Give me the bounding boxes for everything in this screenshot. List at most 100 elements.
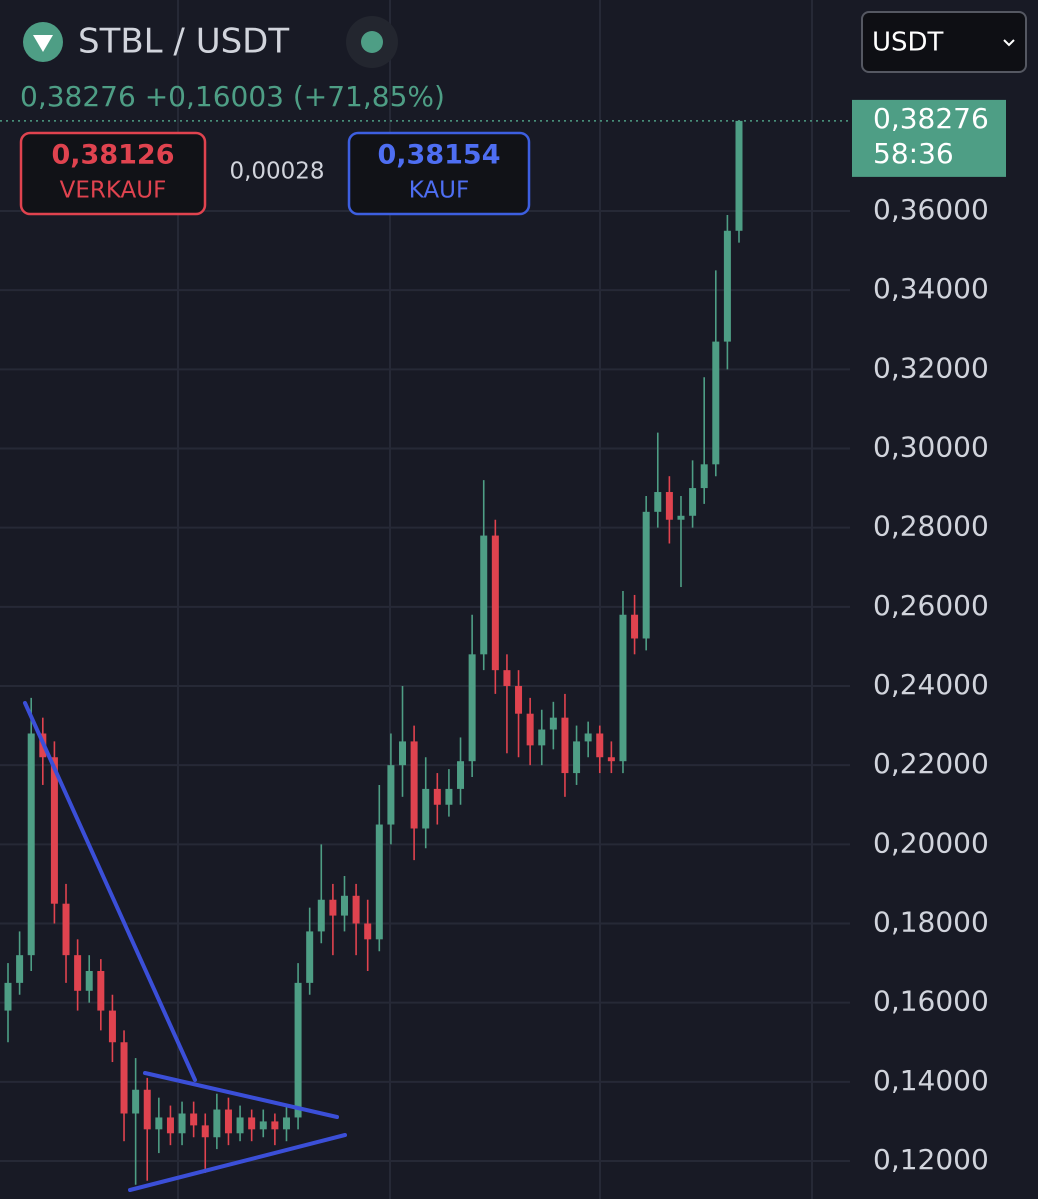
candle-body <box>120 1042 128 1114</box>
y-tick-label: 0,34000 <box>873 272 989 305</box>
last-price-tag <box>852 99 1006 177</box>
candle-body <box>700 464 708 489</box>
candle-body <box>607 757 615 762</box>
candle-body <box>97 970 105 1011</box>
trendline <box>143 1071 339 1119</box>
candle-body <box>201 1125 209 1138</box>
trendline <box>23 701 197 1082</box>
candle-body <box>387 765 395 825</box>
candle-body <box>50 757 58 904</box>
pair-title: STBL / USDT <box>78 22 289 62</box>
last-price: 0,38276 <box>20 80 136 113</box>
candle-body <box>224 1109 232 1134</box>
candle-body <box>654 492 662 512</box>
candle-body <box>457 761 465 789</box>
y-tick-label: 0,14000 <box>873 1064 989 1097</box>
candle-body <box>213 1109 221 1138</box>
y-tick-label: 0,32000 <box>873 351 989 384</box>
buy-price: 0,38154 <box>378 140 501 171</box>
candle-body <box>166 1117 174 1134</box>
chevron <box>1003 39 1015 47</box>
y-tick-label: 0,36000 <box>873 193 989 226</box>
candle-body <box>410 741 418 829</box>
candle-body <box>422 788 430 829</box>
candle-body <box>503 670 511 686</box>
candle-body <box>329 899 337 916</box>
candle-body <box>190 1113 198 1126</box>
candle-body <box>259 1121 267 1130</box>
candle-body <box>85 970 93 991</box>
candle-body <box>364 923 372 940</box>
candle-body <box>108 1010 116 1043</box>
candle-body <box>16 955 24 983</box>
change: +0,16003 <box>145 80 284 113</box>
y-tick-label: 0,26000 <box>873 589 989 622</box>
candle-body <box>74 955 82 991</box>
candle-body <box>642 511 650 639</box>
candle-body <box>282 1117 290 1130</box>
candle-body <box>735 120 743 231</box>
candle-body <box>294 982 302 1118</box>
last-price-tag-value: 0,38276 <box>873 102 989 135</box>
countdown: 58:36 <box>873 137 954 170</box>
candle-body <box>317 899 325 932</box>
candle-body <box>375 824 383 940</box>
candle-body <box>631 614 639 639</box>
currency-dropdown[interactable] <box>861 11 1027 73</box>
candle-body <box>689 488 697 516</box>
y-tick-label: 0,20000 <box>873 826 989 859</box>
candle-body <box>27 733 35 956</box>
y-tick-label: 0,24000 <box>873 668 989 701</box>
candle-body <box>723 230 731 342</box>
candle-body <box>712 341 720 465</box>
candle-body <box>526 713 534 746</box>
price-line: 0,38276 +0,16003 (+71,85%) <box>20 80 445 113</box>
y-tick-label: 0,30000 <box>873 430 989 463</box>
candle-body <box>306 931 314 983</box>
y-tick-label: 0,28000 <box>873 510 989 543</box>
candle-body <box>491 535 499 671</box>
candle-body <box>340 895 348 916</box>
candle-body <box>549 717 557 730</box>
candle-body <box>236 1117 244 1134</box>
y-tick-label: 0,12000 <box>873 1143 989 1176</box>
sell-label: VERKAUF <box>60 178 167 204</box>
status-dot <box>361 31 383 53</box>
candle-body <box>62 903 70 956</box>
sell-price: 0,38126 <box>52 140 175 171</box>
candle-body <box>538 729 546 746</box>
candle-body <box>271 1121 279 1130</box>
candle-body <box>515 685 523 714</box>
candle-body <box>4 982 12 1011</box>
candle-body <box>573 741 581 774</box>
y-tick-label: 0,16000 <box>873 985 989 1018</box>
y-tick-label: 0,22000 <box>873 747 989 780</box>
candle-body <box>619 614 627 762</box>
candle-body <box>178 1113 186 1134</box>
coin-glyph <box>33 35 53 52</box>
candle-body <box>596 733 604 758</box>
candle-body <box>468 654 476 762</box>
trendline <box>128 1133 347 1192</box>
spread: 0,00028 <box>229 159 324 185</box>
candle-body <box>480 535 488 655</box>
candle-body <box>155 1117 163 1130</box>
buy-box[interactable] <box>347 131 531 216</box>
candle-body <box>584 733 592 742</box>
candle-body <box>399 741 407 766</box>
candle-body <box>561 717 569 774</box>
y-tick-label: 0,18000 <box>873 905 989 938</box>
candle-body <box>248 1117 256 1130</box>
candle-body <box>143 1089 151 1130</box>
sell-box[interactable] <box>19 131 207 216</box>
candle-body <box>665 492 673 520</box>
candle-body <box>445 788 453 805</box>
change-pct: (+71,85%) <box>293 80 445 113</box>
currency: USDT <box>872 28 944 58</box>
candle-body <box>433 788 441 805</box>
buy-label: KAUF <box>409 178 469 204</box>
candle-body <box>677 515 685 520</box>
candle-body <box>352 895 360 924</box>
candle-body <box>132 1089 140 1114</box>
